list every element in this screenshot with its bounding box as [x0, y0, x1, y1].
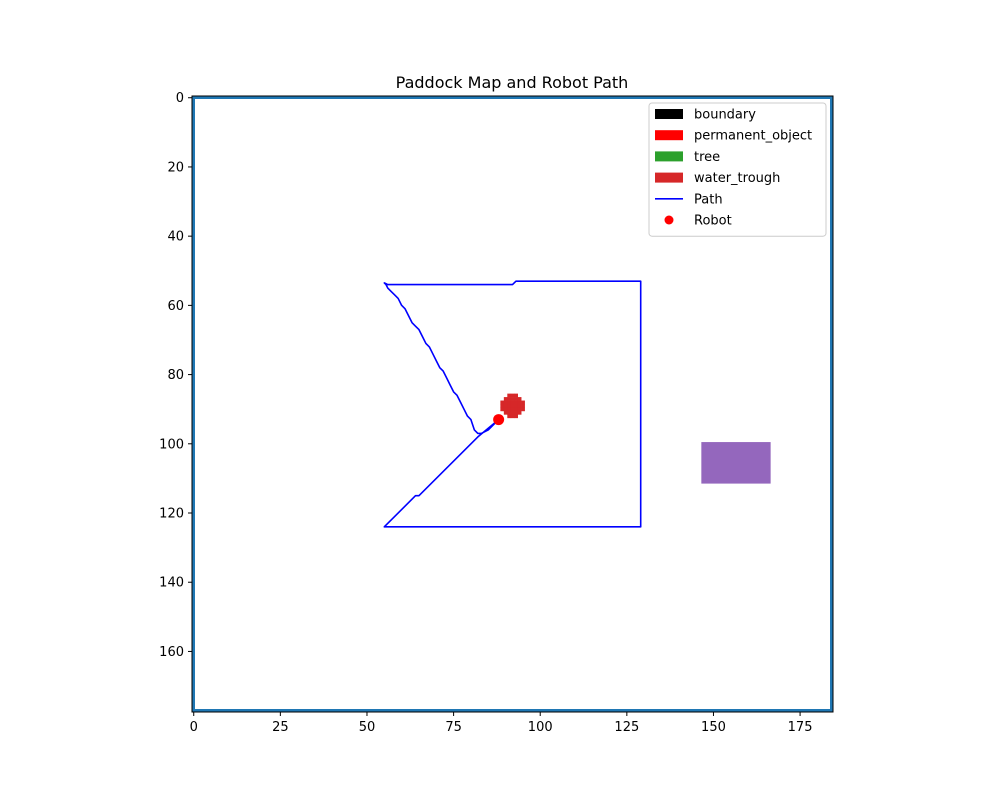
water-trough-cell [514, 410, 518, 415]
legend-box [648, 102, 827, 237]
water-trough-cell [507, 407, 512, 412]
water-trough-cell [510, 400, 515, 405]
x-tick-label: 175 [788, 720, 813, 735]
water-trough-cell [507, 393, 512, 398]
legend-label-water_trough: water_trough [694, 171, 780, 186]
water-trough-cell [514, 400, 518, 405]
y-tick-label: 20 [167, 160, 184, 175]
water-trough-cell [514, 407, 518, 412]
legend-label-tree: tree [694, 150, 720, 165]
x-tick-label: 100 [528, 720, 553, 735]
water-trough-blob [500, 393, 525, 419]
water-trough-cell [510, 407, 515, 412]
water-trough-cell [514, 397, 518, 401]
water-trough-cell [517, 407, 522, 412]
water-trough-cell [500, 404, 505, 408]
path-series-line [383, 280, 642, 528]
legend-label-boundary: boundary [694, 108, 756, 123]
robot-marker [493, 414, 505, 426]
axes: 0 25 50 75 100 125 150 175 0 20 40 60 80 100 120 140 160 [159, 91, 834, 735]
water-trough-cell [510, 397, 515, 401]
chart-title: Paddock Map and Robot Path [396, 73, 629, 92]
water-trough-cell [507, 400, 512, 405]
water-trough-cell [521, 404, 525, 408]
y-tick-label: 160 [159, 645, 184, 660]
y-tick-label: 140 [159, 576, 184, 591]
legend-swatch-permanent_object [655, 130, 683, 141]
legend-label-Robot: Robot [694, 214, 732, 229]
legend-swatch-tree [655, 151, 683, 162]
legend-swatch-water_trough [655, 172, 683, 183]
water-trough-cell [517, 400, 522, 405]
water-trough-cell [510, 414, 515, 419]
legend-label-Path: Path [694, 192, 723, 207]
water-trough-cell [517, 397, 522, 401]
y-tick-label: 40 [167, 230, 184, 245]
legend-swatch-Robot [664, 215, 674, 225]
water-trough-cell [503, 397, 508, 401]
water-trough-cell [521, 407, 525, 412]
water-trough-cell [500, 407, 505, 412]
water-trough-cell [507, 404, 512, 408]
water-trough-cell [507, 397, 512, 401]
water-trough-cell [514, 393, 518, 398]
x-tick-label: 0 [190, 720, 198, 735]
purple-object [701, 442, 771, 484]
water-trough-cell [514, 404, 518, 408]
x-tick-label: 125 [614, 720, 639, 735]
water-trough-cell [510, 393, 515, 398]
x-tick-label: 150 [701, 720, 726, 735]
y-tick-label: 80 [167, 368, 184, 383]
boundary-frame [192, 96, 833, 712]
water-trough-cell [500, 400, 505, 405]
water-trough-cell [503, 407, 508, 412]
water-trough-cell [521, 400, 525, 405]
water-trough-cell [517, 404, 522, 408]
water-trough-cell [517, 410, 522, 415]
legend-swatch-boundary [655, 109, 683, 119]
x-tick-label: 25 [272, 720, 289, 735]
axes-frame [191, 95, 834, 713]
x-tick-label: 50 [359, 720, 376, 735]
y-tick-label: 0 [176, 91, 184, 106]
water-trough-cell [514, 414, 518, 419]
water-trough-cell [507, 410, 512, 415]
water-trough-cell [507, 414, 512, 419]
legend-label-permanent_object: permanent_object [694, 129, 812, 144]
water-trough-cell [503, 410, 508, 415]
water-trough-cell [503, 404, 508, 408]
water-trough-cell [510, 404, 515, 408]
y-tick-label: 100 [159, 437, 184, 452]
y-tick-label: 120 [159, 507, 184, 522]
x-tick-label: 75 [445, 720, 462, 735]
water-trough-cell [510, 410, 515, 415]
y-tick-label: 60 [167, 299, 184, 314]
water-trough-cell [503, 400, 508, 405]
